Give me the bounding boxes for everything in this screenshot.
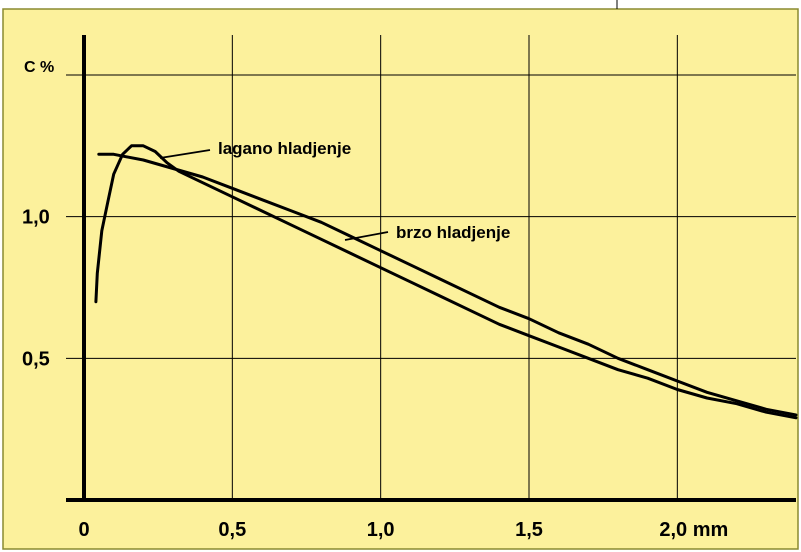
- annotation-leader-lagano: [159, 149, 211, 159]
- x-tick-label-3: 1,5: [515, 519, 543, 541]
- tick-labels: 0 0,5 1,0 1,5 2,0 mm 0,5 1,0: [22, 207, 728, 541]
- annotation-lagano-hladjenje: lagano hladjenje: [218, 139, 351, 158]
- chart-background: [2, 8, 799, 550]
- series: [94, 144, 798, 420]
- x-tick-label-2: 1,0: [367, 519, 395, 541]
- x-tick-label-1: 0,5: [218, 519, 246, 541]
- grid: [66, 35, 796, 500]
- x-tick-label-0: 0: [78, 519, 89, 541]
- y-axis-label: C %: [24, 59, 54, 76]
- y-tick-label-0: 0,5: [22, 348, 50, 370]
- x-tick-label-4: 2,0 mm: [659, 519, 728, 541]
- series-line-1: [94, 144, 798, 420]
- annotation-leader-brzo: [344, 231, 389, 241]
- axes: [66, 35, 796, 502]
- y-tick-label-1: 1,0: [22, 207, 50, 229]
- annotation-brzo-hladjenje: brzo hladjenje: [396, 223, 510, 242]
